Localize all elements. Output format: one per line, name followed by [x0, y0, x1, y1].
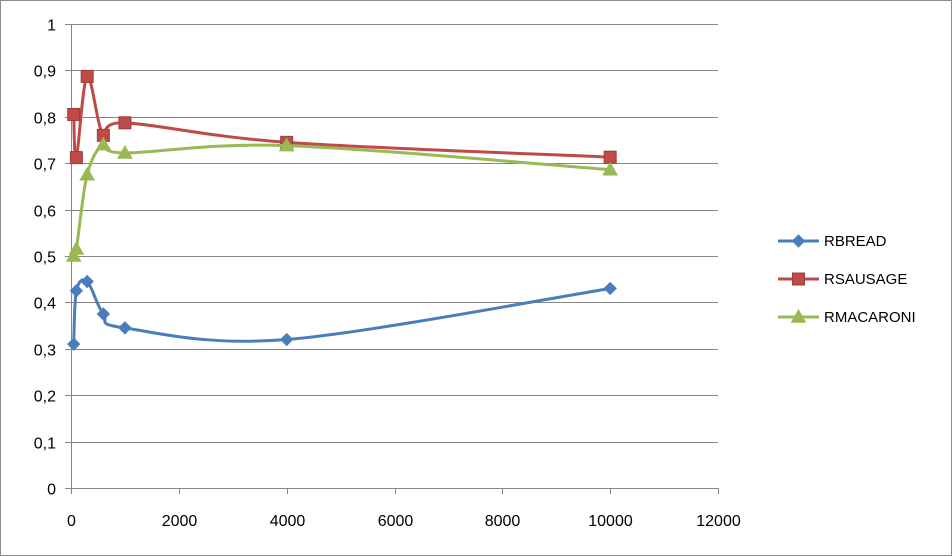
y-tick-label: 0,8 — [34, 111, 56, 128]
data-point-rbread — [603, 281, 617, 296]
legend-item-rbread: RBREAD — [778, 233, 887, 250]
x-tick-label: 2000 — [162, 513, 198, 530]
data-point-rsausage — [67, 107, 81, 121]
x-tick-label: 10000 — [588, 513, 633, 530]
y-tick-label: 0,9 — [34, 64, 56, 81]
data-point-rbread — [66, 337, 81, 351]
data-point-rmacaroni — [79, 166, 96, 181]
data-point-rsausage — [69, 151, 83, 165]
y-tick-label: 0,1 — [34, 436, 56, 453]
y-tick-label: 1 — [47, 18, 56, 35]
series-rmacaroni — [65, 136, 619, 262]
axes: 0 0,1 0,2 0,3 0,4 0,5 0,6 0,7 0,8 0,9 1 0 2000 4000 60… — [34, 18, 741, 531]
data-point-rbread — [96, 307, 111, 321]
legend-label-rmacaroni: RMACARONI — [824, 309, 916, 326]
x-tick-label: 8000 — [485, 513, 521, 530]
y-tick-label: 0,6 — [34, 204, 56, 221]
series-line-rmacaroni — [72, 142, 611, 259]
data-point-rbread — [69, 284, 84, 298]
legend: RBREAD RSAUSAGE RMACARONI — [778, 233, 916, 326]
data-point-rsausage — [603, 150, 617, 164]
data-point-rmacaroni — [68, 241, 85, 255]
series-line-rbread — [72, 278, 611, 345]
legend-item-rsausage: RSAUSAGE — [778, 271, 907, 288]
legend-marker-rbread — [791, 234, 806, 248]
x-tick-label: 0 — [67, 513, 76, 530]
legend-marker-rmacaroni — [790, 308, 807, 323]
data-point-rbread — [279, 332, 294, 347]
y-tick-label: 0,3 — [34, 343, 56, 360]
y-tick-label: 0,7 — [34, 157, 56, 174]
y-tick-label: 0,2 — [34, 389, 56, 406]
data-point-rbread — [80, 274, 94, 289]
data-point-rbread — [118, 321, 132, 335]
y-tick-label: 0 — [47, 482, 56, 499]
data-point-rmacaroni — [117, 144, 133, 159]
data-point-rmacaroni — [278, 137, 295, 152]
legend-marker-rsausage — [792, 272, 805, 286]
data-point-rsausage — [118, 116, 132, 130]
series-rsausage — [67, 69, 617, 165]
data-point-rmacaroni — [95, 136, 112, 151]
y-tick-label: 0,5 — [34, 250, 56, 267]
legend-label-rsausage: RSAUSAGE — [824, 271, 907, 288]
data-point-rsausage — [80, 69, 94, 83]
series-rbread — [66, 274, 617, 351]
data-point-rmacaroni — [602, 161, 619, 176]
x-tick-label: 6000 — [378, 513, 414, 530]
gridlines — [71, 24, 718, 443]
y-tick-label: 0,4 — [34, 296, 56, 313]
series-line-rsausage — [72, 74, 611, 160]
series-area — [65, 69, 619, 351]
x-tick-label: 12000 — [696, 513, 741, 530]
data-point-rmacaroni — [65, 247, 82, 262]
x-tick-label: 4000 — [270, 513, 306, 530]
legend-label-rbread: RBREAD — [824, 233, 887, 250]
legend-item-rmacaroni: RMACARONI — [778, 308, 916, 326]
